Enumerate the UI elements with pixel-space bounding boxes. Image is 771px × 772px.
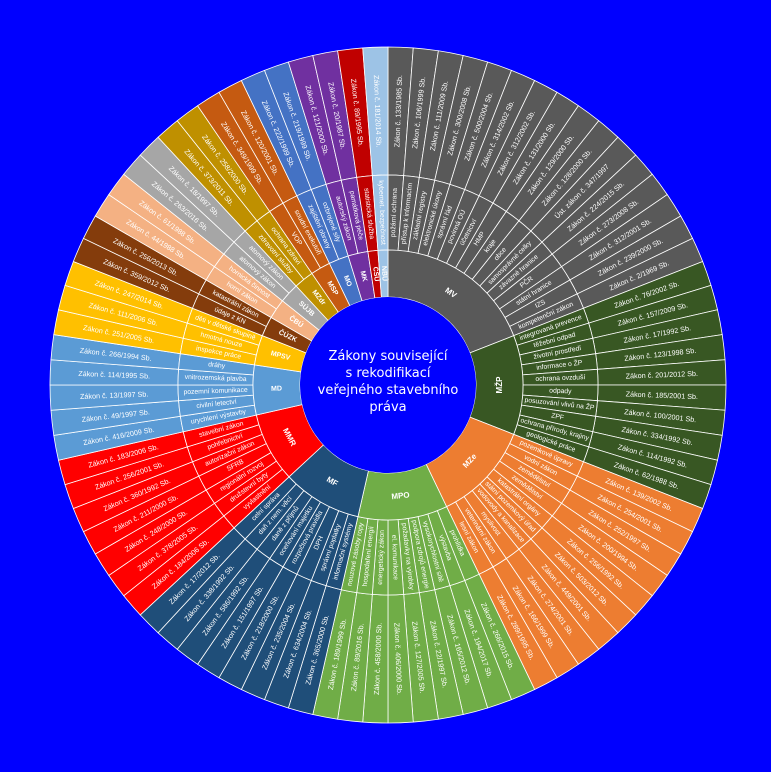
- slices-layer: [49, 46, 727, 724]
- law-label: Zákon č. 114/1995 Sb.: [78, 369, 150, 381]
- law-label: Zákon č. 13/1997 Sb.: [80, 389, 149, 401]
- topic-label: ZPF: [551, 412, 565, 421]
- topic-label: pozemní komunikace: [183, 387, 248, 396]
- ministry-label: MPO: [391, 490, 410, 501]
- center-disc: [300, 297, 476, 473]
- ministry-label: MK: [359, 270, 368, 282]
- topic-label: kybernet. bezpečnost: [377, 180, 386, 245]
- ministry-label: MŽP: [495, 376, 504, 394]
- topic-label: dráhy: [208, 361, 226, 370]
- topic-label: civilní letectví: [196, 399, 237, 410]
- topic-label: IZS: [534, 299, 547, 310]
- law-label: Zákon č. 133/1985 Sb.: [392, 75, 404, 148]
- chart-title-line: s rekodifikací: [345, 366, 430, 381]
- chart-title-line: veřejného stavebního: [318, 383, 459, 398]
- law-label: Zákon č. 181/2014 Sb.: [372, 75, 384, 148]
- chart-title-line: práva: [369, 400, 406, 415]
- topic-label: požární ochrana: [390, 188, 399, 238]
- topic-label: odpady: [549, 388, 572, 396]
- topic-label: vnitrozemská plavba: [185, 374, 247, 383]
- law-label: Zákon č. 406/2000 Sb.: [392, 623, 404, 696]
- law-label: Zákon č. 185/2001 Sb.: [626, 389, 699, 401]
- ministry-label: ČSÚ: [371, 266, 382, 282]
- ministry-label: NBÚ: [380, 266, 390, 281]
- ministry-label: MO: [342, 275, 353, 289]
- law-label: Zákon č. 201/2012 Sb.: [626, 369, 699, 381]
- topic-label: energetický zákon: [377, 530, 386, 585]
- ministry-label: MD: [271, 385, 282, 392]
- ministry-label: MPSV: [270, 350, 291, 362]
- topic-label: ochrana ovzduší: [535, 374, 585, 383]
- chart-title-line: Zákony související: [329, 349, 448, 364]
- topic-label: el. komunikace: [390, 535, 399, 581]
- law-label: Zákon č. 458/2000 Sb.: [372, 623, 384, 696]
